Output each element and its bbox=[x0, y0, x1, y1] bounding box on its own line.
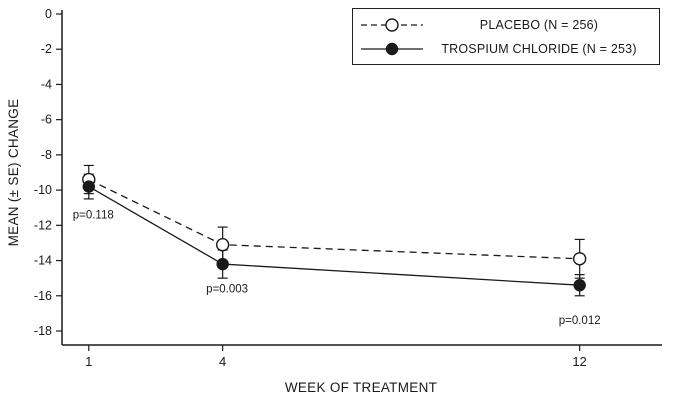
y-tick-label: -16 bbox=[34, 289, 52, 303]
y-tick-label: -6 bbox=[41, 113, 52, 127]
y-tick-label: -14 bbox=[34, 254, 52, 268]
legend-label: PLACEBO (N = 256) bbox=[479, 17, 599, 32]
x-axis-label: WEEK OF TREATMENT bbox=[285, 380, 437, 395]
series-line-dashed bbox=[88, 178, 580, 260]
y-tick-label: -18 bbox=[34, 324, 52, 338]
y-axis-label: MEAN (± SE) CHANGE bbox=[6, 99, 21, 247]
open-circle-marker bbox=[215, 238, 230, 252]
legend-item: PLACEBO (N = 256) bbox=[359, 14, 653, 35]
filled-circle-marker bbox=[573, 279, 586, 292]
legend-label: TROSPIUM CHLORIDE (N = 253) bbox=[441, 41, 637, 56]
x-tick-label: 4 bbox=[219, 354, 226, 369]
y-tick-label: -12 bbox=[34, 218, 52, 232]
filled-circle-marker bbox=[82, 180, 95, 193]
x-tick-label: 12 bbox=[572, 354, 586, 369]
legend-item: TROSPIUM CHLORIDE (N = 253) bbox=[359, 38, 653, 59]
y-tick-label: 0 bbox=[45, 7, 52, 21]
open-circle-legend-marker-icon bbox=[361, 17, 423, 32]
open-circle-marker bbox=[572, 252, 587, 266]
p-value-annotation: p=0.003 bbox=[206, 283, 248, 295]
y-tick-label: -4 bbox=[41, 77, 52, 91]
filled-circle-marker bbox=[216, 257, 229, 271]
filled-circle-legend-marker-icon bbox=[361, 42, 423, 55]
legend: PLACEBO (N = 256) TROSPIUM CHLORIDE (N = … bbox=[352, 8, 660, 65]
y-tick-label: -8 bbox=[41, 148, 52, 162]
x-tick-label: 1 bbox=[85, 354, 92, 369]
series-line-solid bbox=[88, 186, 580, 286]
y-tick-label: -10 bbox=[34, 183, 52, 197]
p-value-annotation: p=0.012 bbox=[559, 315, 601, 327]
y-tick-label: -2 bbox=[41, 42, 52, 56]
p-value-annotation: p=0.118 bbox=[73, 209, 114, 221]
